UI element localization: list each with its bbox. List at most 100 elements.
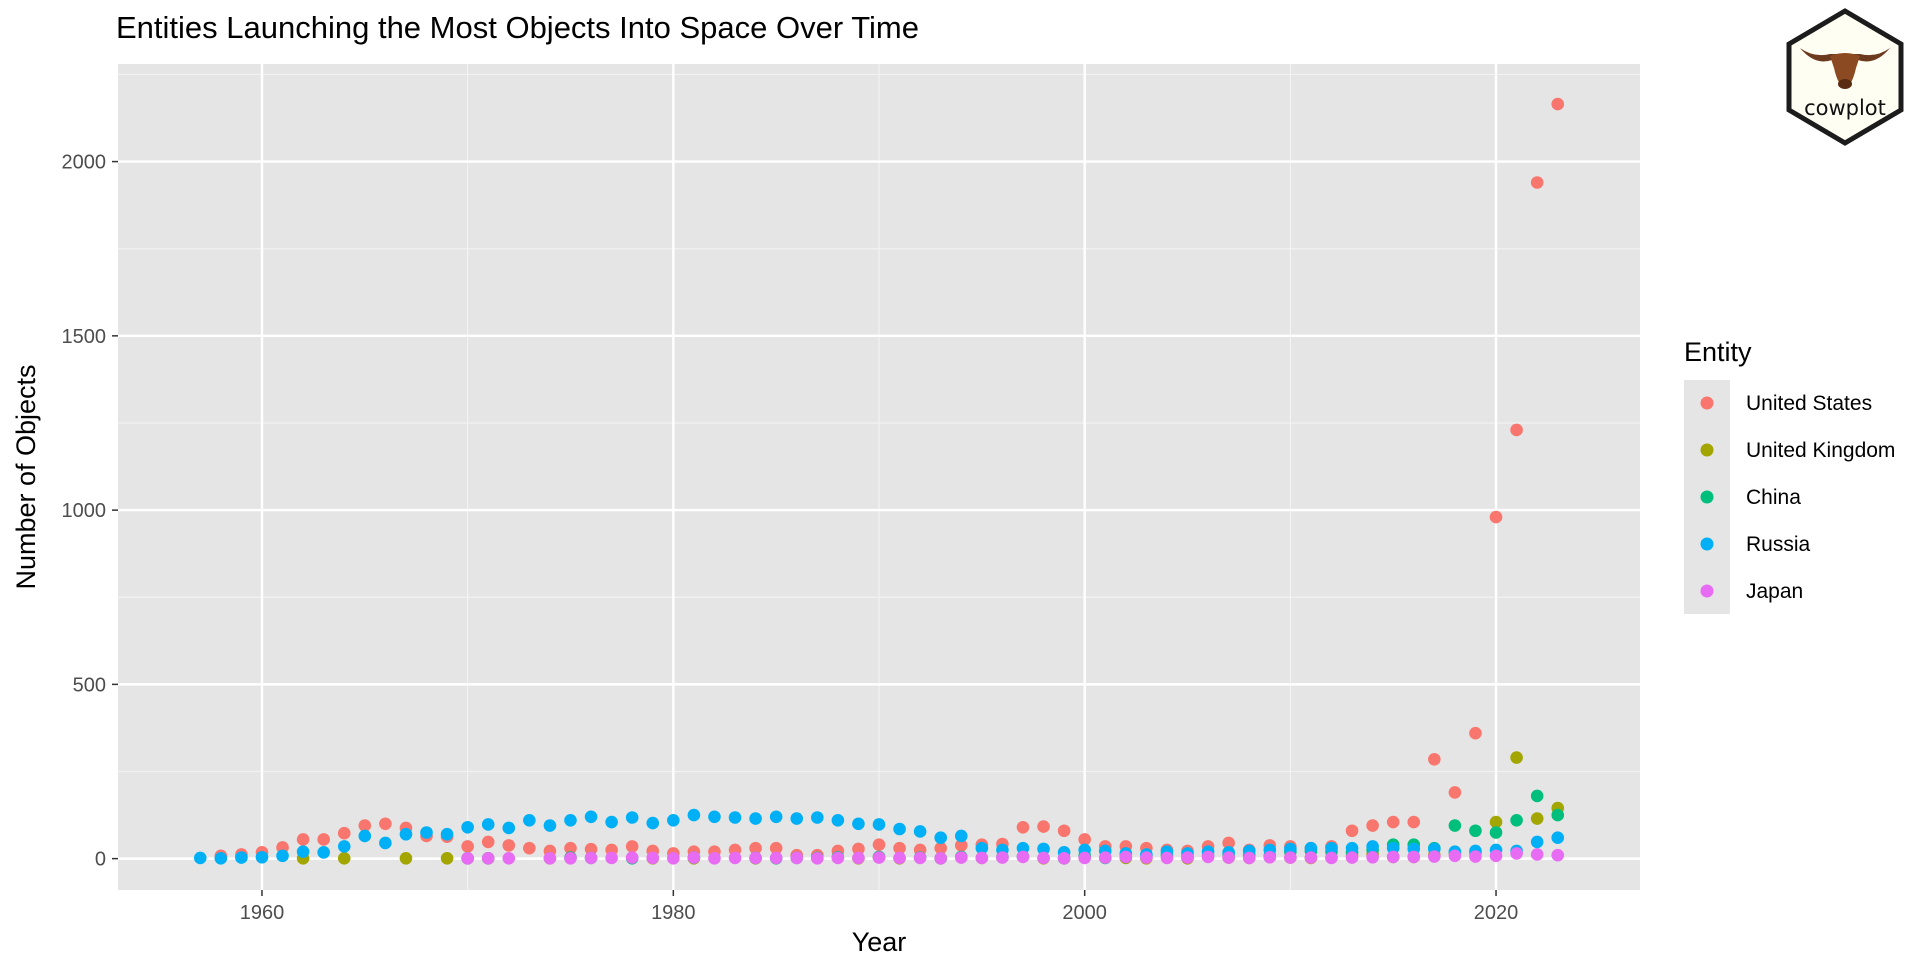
point-united-kingdom — [1510, 751, 1523, 764]
point-united-states — [1510, 423, 1523, 437]
point-united-states — [461, 840, 474, 853]
point-russia — [1325, 841, 1338, 855]
y-axis-ticks: 0 500 1000 1500 2000 — [62, 152, 118, 871]
point-japan — [1510, 847, 1523, 860]
data-points — [193, 97, 1565, 865]
point-japan — [1428, 850, 1441, 863]
point-russia — [214, 851, 228, 865]
point-united-states — [1530, 176, 1544, 189]
point-japan — [831, 851, 845, 865]
point-united-kingdom — [337, 851, 351, 865]
point-russia — [769, 810, 783, 824]
point-china — [1469, 824, 1482, 838]
point-united-states — [502, 839, 516, 852]
point-japan — [1181, 851, 1194, 864]
point-japan — [1140, 851, 1153, 864]
point-united-kingdom — [1489, 815, 1503, 829]
point-russia — [1386, 841, 1400, 855]
point-japan — [1016, 850, 1030, 864]
y-tick-label: 500 — [73, 674, 106, 696]
point-japan — [1469, 850, 1482, 863]
point-russia — [810, 811, 824, 824]
point-japan — [1160, 851, 1174, 865]
point-russia — [1016, 841, 1030, 855]
point-russia — [667, 813, 680, 827]
chart-title: Entities Launching the Most Objects Into… — [116, 10, 919, 45]
point-russia — [605, 815, 618, 829]
point-russia — [872, 818, 886, 831]
point-russia — [543, 819, 557, 832]
point-japan — [605, 851, 618, 865]
point-united-states — [337, 826, 351, 840]
point-russia — [934, 831, 948, 845]
point-united-states — [1386, 815, 1400, 829]
logo-text: cowplot — [1804, 96, 1886, 120]
point-japan — [1284, 851, 1297, 864]
legend-label: Japan — [1746, 580, 1803, 603]
point-china — [1510, 813, 1523, 827]
point-united-states — [1078, 833, 1091, 846]
legend-label: United States — [1746, 392, 1872, 415]
point-russia — [625, 811, 639, 824]
x-tick-label: 2020 — [1474, 902, 1519, 924]
point-japan — [749, 851, 762, 865]
point-russia — [913, 825, 927, 838]
point-united-states — [893, 841, 906, 855]
point-japan — [872, 851, 886, 864]
point-united-states — [523, 841, 536, 855]
point-united-states — [296, 833, 310, 846]
point-united-states — [379, 817, 392, 831]
point-japan — [1489, 849, 1503, 863]
point-japan — [913, 851, 927, 865]
point-united-states — [1551, 97, 1565, 111]
point-russia — [646, 816, 660, 830]
legend: Entity United States United Kingdom China R… — [1684, 337, 1895, 614]
legend-label: Russia — [1746, 533, 1811, 556]
legend-key — [1700, 537, 1714, 551]
y-tick-label: 1500 — [62, 326, 107, 348]
point-united-states — [1057, 824, 1071, 838]
point-united-states — [1037, 820, 1050, 833]
minor-gridlines — [118, 64, 1640, 890]
point-japan — [1222, 851, 1235, 864]
point-united-states — [769, 841, 783, 855]
y-axis-label: Number of Objects — [11, 364, 41, 589]
point-russia — [358, 829, 372, 843]
point-russia — [399, 827, 413, 841]
legend-label: China — [1746, 486, 1801, 509]
point-japan — [1551, 848, 1565, 862]
longhorn-icon — [1800, 48, 1890, 89]
x-axis-ticks: 1960 1980 2000 2020 — [240, 890, 1519, 924]
point-japan — [728, 851, 742, 865]
point-japan — [1304, 851, 1318, 864]
y-tick-label: 2000 — [62, 152, 107, 174]
point-russia — [975, 841, 989, 855]
x-tick-label: 1980 — [651, 902, 696, 924]
point-united-states — [872, 838, 886, 851]
point-japan — [954, 851, 968, 864]
point-united-states — [625, 840, 639, 853]
point-russia — [337, 840, 351, 853]
point-russia — [954, 829, 968, 843]
point-japan — [646, 851, 660, 865]
point-japan — [769, 851, 783, 865]
point-united-states — [1366, 819, 1379, 832]
point-japan — [790, 851, 804, 865]
point-japan — [667, 851, 680, 865]
point-japan — [481, 851, 495, 865]
point-japan — [893, 851, 906, 865]
point-united-states — [1428, 753, 1441, 766]
x-axis-label: Year — [852, 927, 907, 957]
point-united-states — [1407, 815, 1421, 829]
point-japan — [1037, 851, 1050, 865]
point-russia — [255, 850, 269, 864]
point-united-states — [358, 819, 372, 832]
point-japan — [934, 851, 948, 865]
point-japan — [1078, 851, 1091, 865]
point-united-states — [1016, 820, 1030, 834]
legend-label: United Kingdom — [1746, 439, 1895, 462]
point-russia — [1304, 841, 1318, 855]
point-japan — [1242, 851, 1256, 865]
point-japan — [1201, 850, 1215, 864]
